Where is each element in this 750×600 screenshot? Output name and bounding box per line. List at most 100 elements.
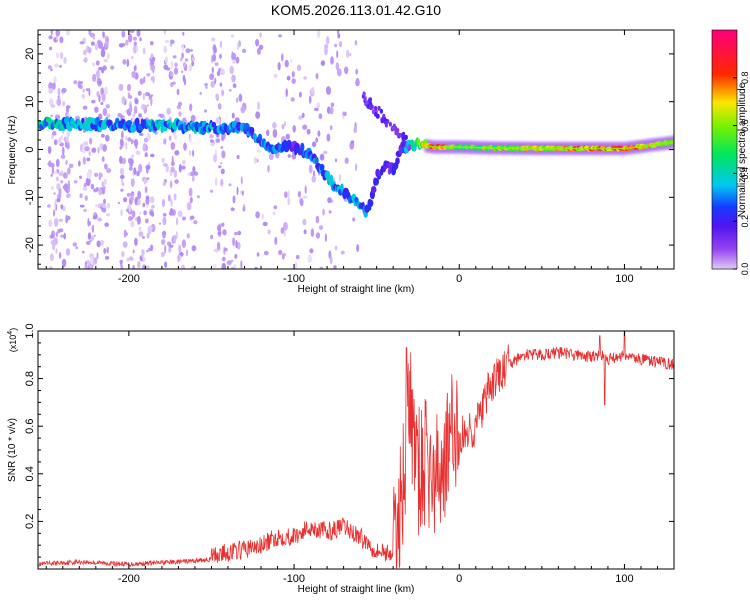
noise-speck [281,253,285,260]
noise-speck [262,221,268,227]
noise-speck [242,206,246,212]
colorbar-cell [712,111,737,115]
ridge-blob [371,109,375,115]
noise-speck [170,198,173,207]
spectrogram-x-tick-label: -100 [283,273,305,285]
noise-speck [59,52,64,60]
spectrogram-x-label: Height of straight line (km) [298,284,415,295]
noise-speck [172,234,177,244]
noise-speck [164,244,167,254]
noise-speck [146,73,151,77]
noise-speck [50,104,56,108]
noise-speck [229,89,232,92]
noise-speck [94,43,99,51]
noise-speck [150,153,155,158]
noise-speck [53,209,56,217]
noise-speck [287,154,291,158]
noise-speck [59,228,64,233]
colorbar-cell [712,163,737,167]
ridge-blob [395,157,400,165]
noise-speck [334,43,338,48]
colorbar-cell [712,97,737,101]
noise-speck [129,192,135,197]
noise-speck [297,191,301,198]
noise-speck [147,247,152,252]
noise-speck [128,95,133,99]
noise-speck [178,111,182,117]
noise-speck [100,102,104,105]
noise-speck [236,42,240,51]
noise-speck [49,234,54,239]
noise-speck [236,186,239,196]
colorbar-ticks: 0.0 0.2 0.4 0.6 0.8 [733,72,750,275]
snr-y-tick-label: 1.0 [24,323,36,338]
noise-speck [97,147,100,154]
noise-speck [99,239,105,246]
noise-speck [191,245,197,252]
noise-speck [297,64,302,72]
colorbar-cell [712,247,737,250]
noise-speck [218,165,222,169]
noise-speck [302,124,308,130]
noise-speck [143,210,147,216]
noise-speck [199,92,202,95]
noise-speck [213,46,217,54]
noise-speck [82,186,88,191]
noise-speck [148,92,151,97]
noise-speck [168,135,172,141]
noise-speck [56,52,60,59]
colorbar-cell [712,101,737,105]
noise-speck [144,152,148,158]
noise-speck [219,40,222,49]
noise-speck [84,195,88,201]
noise-speck [210,80,215,88]
noise-speck [317,30,321,39]
ridge-blob [404,134,408,140]
noise-speck [176,105,182,110]
noise-speck [61,258,67,268]
noise-speck [146,233,150,239]
noise-speck [170,60,174,69]
noise-speck [181,52,184,59]
ridge-blob [398,132,402,138]
noise-speck [178,244,182,253]
noise-speck [173,193,177,201]
noise-speck [90,183,95,190]
colorbar-cell [712,201,737,204]
noise-speck [178,163,182,173]
colorbar-cell [712,47,737,51]
noise-speck [291,153,297,160]
colorbar-cell [712,259,737,262]
noise-speck [119,138,124,147]
colorbar-cell [712,153,737,157]
noise-speck [139,37,142,42]
noise-speck [135,150,141,156]
spectrogram-y-tick-label: -10 [24,189,36,205]
noise-speck [210,139,214,143]
colorbar-cell [712,51,737,55]
noise-speck [102,203,107,213]
noise-speck [51,230,55,239]
noise-speck [315,215,320,224]
ridge-blob [370,186,377,194]
noise-speck [134,237,138,246]
colorbar-cell [712,125,737,129]
noise-speck [130,216,134,220]
colorbar-gradient [712,30,737,270]
noise-speck [103,185,106,191]
noise-speck [183,78,187,86]
noise-speck [139,211,142,216]
noise-speck [317,130,321,137]
snr-y-tick-label: 0.6 [24,419,36,434]
noise-speck [307,254,313,263]
colorbar-cell [712,73,737,77]
noise-speck [219,82,223,87]
noise-speck [162,232,166,239]
colorbar-cell [712,255,737,258]
colorbar-cell [712,215,737,218]
noise-speck [326,133,331,142]
colorbar-cell [712,219,737,222]
noise-speck [190,114,196,122]
colorbar-cell [712,263,737,266]
noise-speck [58,137,62,145]
